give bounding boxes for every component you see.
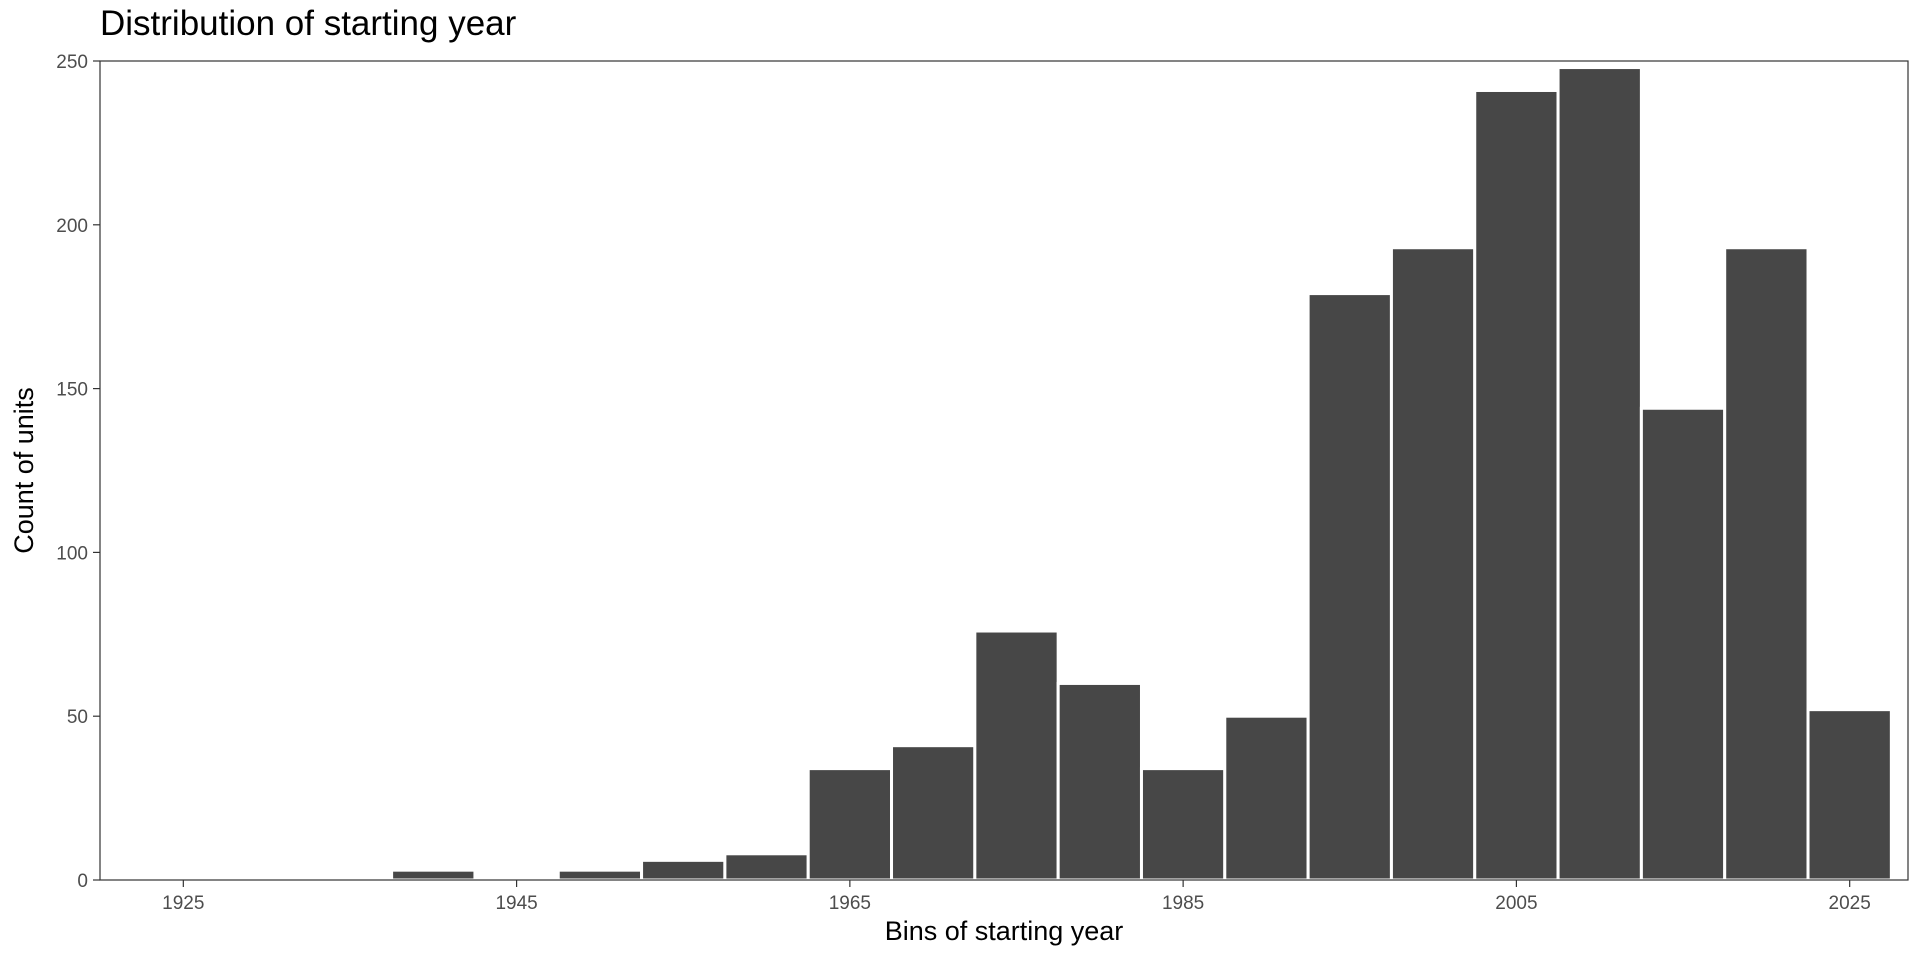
y-tick-label: 0 [77,871,88,892]
bars-layer [390,66,1893,882]
histogram-bar [723,852,810,882]
y-axis-title: Count of units [9,387,39,554]
histogram-bar [640,858,727,882]
histogram-bar [1639,406,1727,882]
x-tick-label: 2025 [1829,893,1871,914]
histogram-bar [1223,714,1310,882]
histogram-bar [973,629,1060,882]
histogram-bar [1306,292,1393,882]
x-tick-label: 1945 [495,893,537,914]
histogram-bar [1723,246,1810,882]
chart-title: Distribution of starting year [100,4,517,43]
histogram-bar [556,868,644,882]
histogram-bar [1056,681,1143,882]
histogram-bar [390,868,477,882]
histogram-bar [1139,767,1227,882]
x-tick-label: 1965 [829,893,871,914]
y-tick-label: 100 [56,543,88,564]
histogram-bar [890,744,977,882]
histogram-bar [806,767,894,882]
x-axis: 1925 1945 1965 1985 2005 2025 [162,880,1871,914]
x-axis-title: Bins of starting year [885,916,1124,946]
x-tick-label: 1985 [1162,893,1204,914]
y-axis: 0 50 100 150 200 250 [56,52,100,892]
panel-border [99,60,1909,881]
y-tick-label: 250 [56,52,88,73]
y-tick-label: 200 [56,216,88,237]
x-tick-label: 1925 [162,893,204,914]
histogram-bar [1389,246,1477,882]
y-tick-label: 150 [56,380,88,401]
x-tick-label: 2005 [1495,893,1537,914]
histogram-bar [1806,708,1893,882]
histogram-bar [1473,88,1560,882]
y-tick-label: 50 [67,707,88,728]
histogram-bar [1556,66,1643,882]
